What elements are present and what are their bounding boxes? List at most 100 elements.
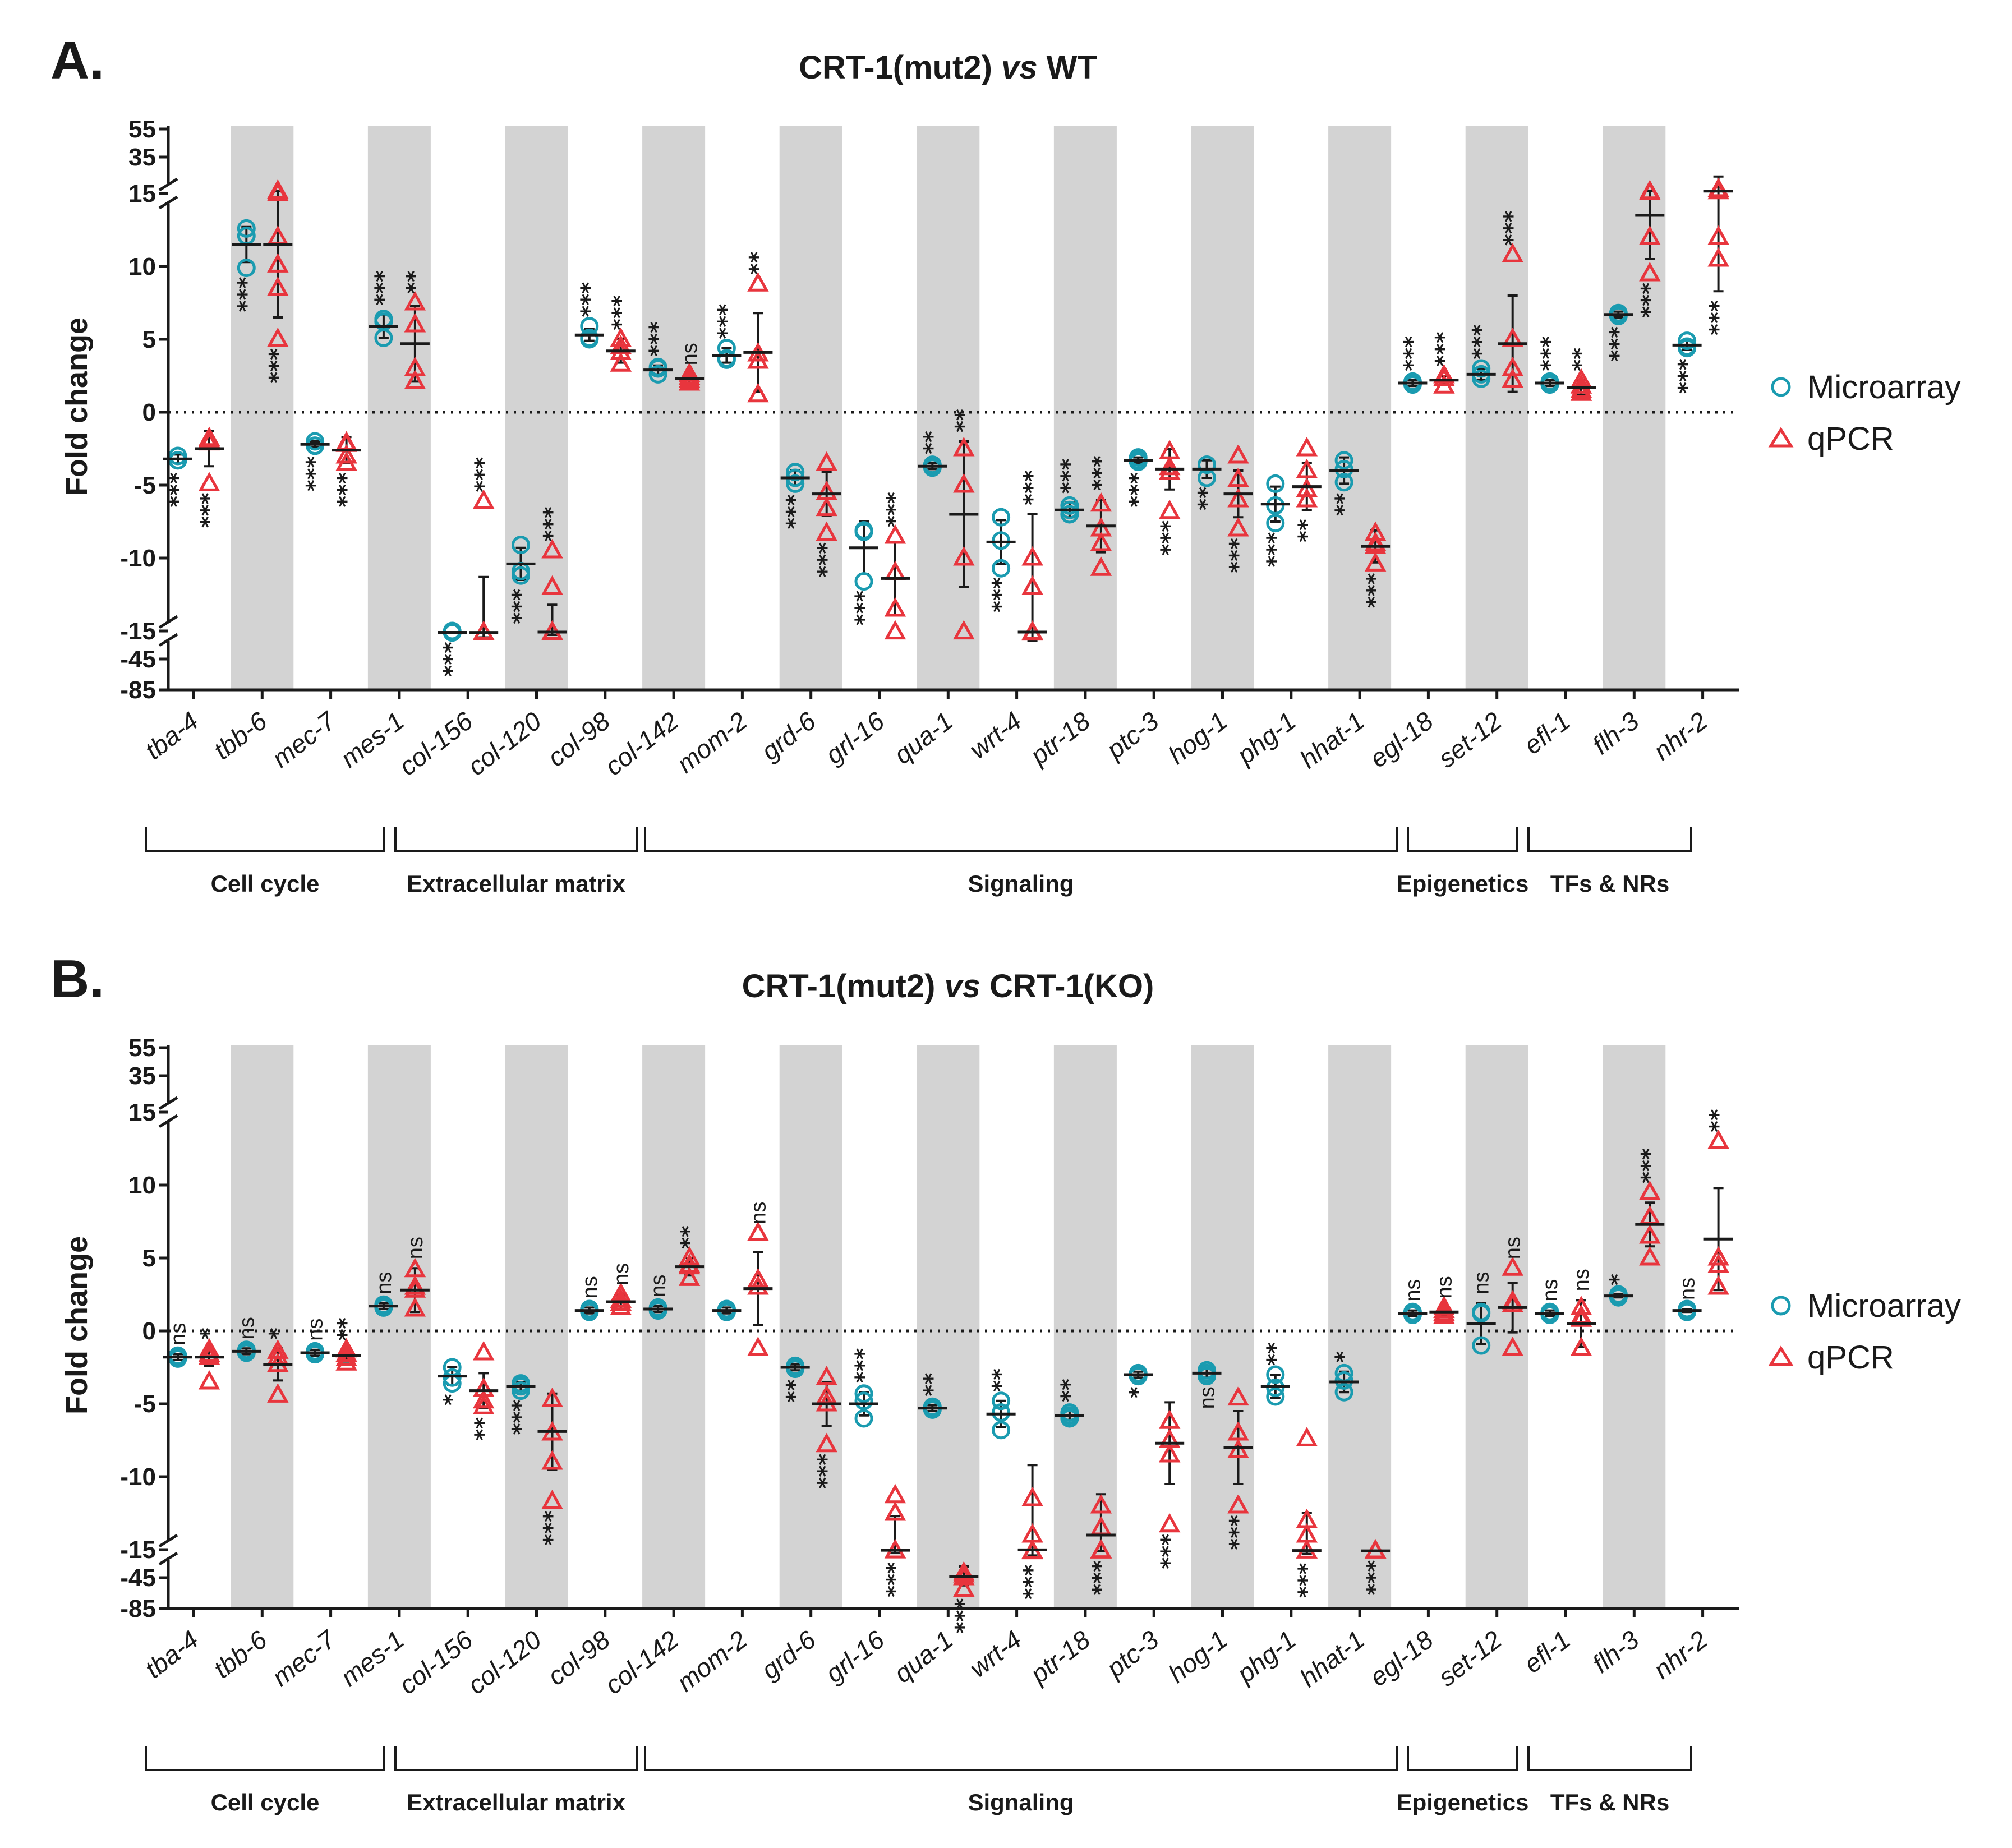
microarray-point xyxy=(992,1403,1011,1422)
significance-label: ns xyxy=(1401,1279,1425,1301)
qpcr-point xyxy=(816,521,837,541)
qpcr-point xyxy=(335,444,357,464)
qpcr-point xyxy=(404,370,426,389)
microarray-point xyxy=(443,1368,462,1387)
qpcr-point xyxy=(1158,1409,1181,1429)
qpcr-point xyxy=(267,1383,289,1403)
significance-label: *** xyxy=(1226,538,1251,573)
gene-label-set-12: set-12 xyxy=(1433,706,1507,773)
shaded-band xyxy=(1328,126,1392,690)
gene-label-grl-16: grl-16 xyxy=(819,1625,890,1689)
microarray-point xyxy=(717,1299,736,1319)
y-tick-label: 15 xyxy=(128,1099,156,1126)
significance-label: *** xyxy=(1362,573,1388,608)
significance-label: ns xyxy=(304,1319,328,1341)
qpcr-point xyxy=(1296,458,1318,478)
significance-label: * xyxy=(439,1394,465,1405)
qpcr-point xyxy=(1639,261,1661,282)
shaded-band xyxy=(1328,1045,1392,1609)
y-tick-label: -45 xyxy=(120,1564,156,1592)
significance-label: ** xyxy=(919,431,945,454)
significance-label: *** xyxy=(540,506,565,542)
microarray-point xyxy=(648,1298,667,1317)
y-tick-label: 10 xyxy=(128,1172,156,1199)
significance-label: *** xyxy=(814,1454,840,1489)
qpcr-point xyxy=(1364,552,1387,572)
microarray-point xyxy=(854,1409,873,1428)
significance-label: ns xyxy=(647,1275,670,1297)
significance-label: *** xyxy=(265,348,291,384)
significance-label: *** xyxy=(713,304,739,339)
group-bracket xyxy=(644,1746,1398,1771)
significance-label: ns xyxy=(578,1276,602,1298)
qpcr-point xyxy=(1502,243,1523,262)
shaded-band xyxy=(505,126,568,690)
gene-label-ptr-18: ptr-18 xyxy=(1024,706,1095,771)
qpcr-point xyxy=(1707,225,1729,245)
gene-label-nhr-2: nhr-2 xyxy=(1648,706,1713,766)
qpcr-point xyxy=(678,1266,701,1286)
qpcr-point xyxy=(1639,1246,1661,1266)
significance-label: ** xyxy=(1194,487,1220,510)
axis-break-mark xyxy=(158,195,178,210)
qpcr-point xyxy=(1021,575,1043,595)
gene-label-hog-1: hog-1 xyxy=(1163,1625,1233,1688)
gene-label-mec-7: mec-7 xyxy=(266,706,342,773)
axis-break-mark xyxy=(158,1096,178,1110)
gene-label-hhat-1: hhat-1 xyxy=(1294,706,1370,774)
microarray-point xyxy=(854,1391,873,1411)
group-bracket xyxy=(145,827,385,852)
microarray-point xyxy=(1403,1302,1422,1321)
significance-label: ** xyxy=(402,270,428,294)
significance-label: ** xyxy=(676,1225,702,1249)
legend-microarray-label: Microarray xyxy=(1807,369,1961,405)
shaded-band xyxy=(642,126,706,690)
gene-label-hhat-1: hhat-1 xyxy=(1294,1625,1370,1693)
significance-label: *** xyxy=(1637,1148,1663,1183)
qpcr-point xyxy=(884,1483,906,1504)
significance-label: ns xyxy=(1539,1279,1562,1301)
qpcr-point xyxy=(1158,460,1181,480)
significance-label: *** xyxy=(1088,1560,1114,1596)
microarray-point xyxy=(168,451,187,470)
significance-label: ** xyxy=(1294,519,1320,542)
microarray-point xyxy=(992,559,1011,578)
qpcr-point xyxy=(1227,467,1249,487)
significance-label: *** xyxy=(951,1598,977,1634)
group-label: Epigenetics xyxy=(1397,870,1529,897)
qpcr-point xyxy=(1639,1180,1661,1200)
microarray-point xyxy=(992,508,1011,527)
y-tick-label: 55 xyxy=(128,1034,156,1062)
shaded-band xyxy=(1603,1045,1666,1609)
qpcr-point xyxy=(747,382,769,403)
significance-label: ** xyxy=(988,1368,1014,1392)
y-tick-label: -10 xyxy=(120,1463,156,1491)
qpcr-point xyxy=(1707,1253,1729,1273)
qpcr-point xyxy=(541,1490,563,1509)
qpcr-point xyxy=(1296,487,1318,508)
group-bracket xyxy=(644,827,1398,852)
group-label: Signaling xyxy=(968,1789,1074,1815)
qpcr-point xyxy=(747,272,769,292)
qpcr-point xyxy=(1021,1486,1043,1506)
qpcr-point xyxy=(1570,374,1592,394)
qpcr-point xyxy=(1364,531,1387,551)
significance-label: *** xyxy=(1637,283,1663,318)
significance-label: *** xyxy=(1605,326,1631,362)
qpcr-point xyxy=(816,1366,837,1385)
group-label: Signaling xyxy=(968,870,1074,897)
gene-label-col-156: col-156 xyxy=(393,1625,478,1700)
group-label: TFs & NRs xyxy=(1550,870,1669,897)
significance-label: *** xyxy=(988,577,1014,612)
microarray-point xyxy=(648,365,667,384)
microarray-point xyxy=(854,1384,873,1403)
panel-b-y-axis-label: Fold change xyxy=(60,1236,94,1414)
shaded-band xyxy=(1603,126,1666,690)
microarray-point xyxy=(1334,451,1353,470)
significance-label: ns xyxy=(372,1271,396,1294)
significance-label: *** xyxy=(508,1400,534,1435)
significance-label: ** xyxy=(1568,348,1594,371)
gene-label-qua-1: qua-1 xyxy=(888,706,959,769)
significance-label: ** xyxy=(919,1373,945,1397)
gene-label-phg-1: phg-1 xyxy=(1231,706,1301,771)
